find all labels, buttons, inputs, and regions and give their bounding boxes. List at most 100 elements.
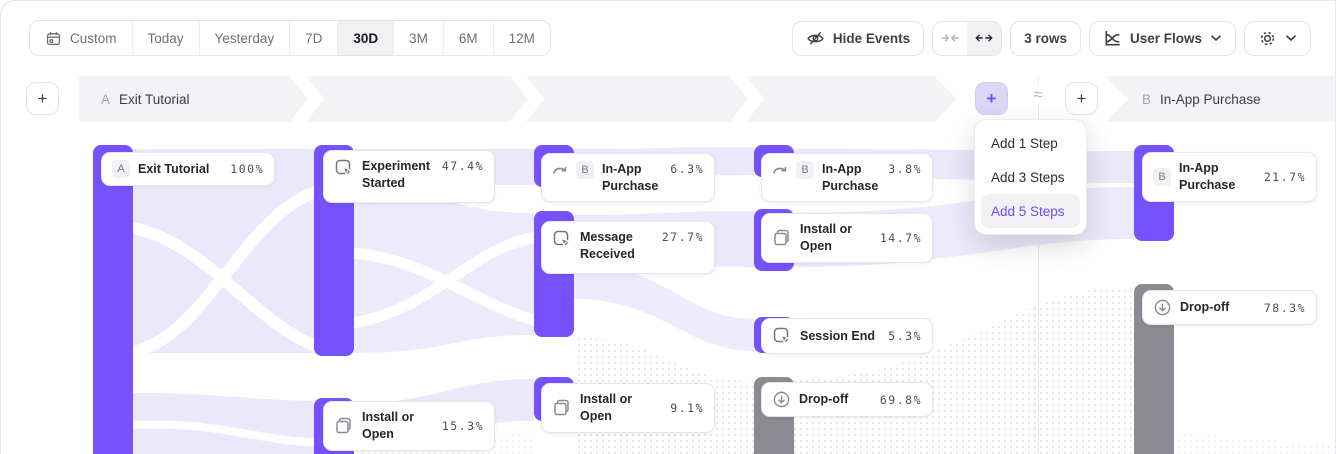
section-b-letter: B (1142, 91, 1152, 107)
gear-icon (1258, 29, 1277, 48)
date-range-custom[interactable]: Custom (30, 21, 132, 55)
section-b-header[interactable]: B In-App Purchase (1142, 76, 1261, 122)
node-label: Install or Open (800, 222, 853, 253)
node-label: Drop-off (1180, 300, 1230, 315)
date-range-7d[interactable]: 7D (289, 21, 337, 55)
node-percent: 69.8% (879, 392, 922, 407)
view-type-label: User Flows (1129, 30, 1202, 46)
node-card-exit-tutorial[interactable]: A Exit Tutorial 100% (101, 152, 275, 186)
node-label: In-App Purchase (1179, 161, 1236, 192)
tap-event-icon (334, 158, 354, 178)
step-letter-badge: A (112, 160, 130, 178)
windows-event-icon (334, 416, 354, 436)
section-a-header[interactable]: A Exit Tutorial (101, 76, 190, 122)
settings-dropdown[interactable] (1244, 20, 1311, 56)
add-step-between-button[interactable]: + (975, 82, 1008, 115)
node-label: Install or Open (580, 392, 633, 423)
arrows-expand-icon (975, 31, 993, 45)
node-percent: 78.3% (1263, 300, 1306, 315)
node-card-install-or-open-15[interactable]: Install or Open 15.3% (323, 401, 495, 451)
node-percent: 9.1% (670, 400, 704, 415)
section-b-title: In-App Purchase (1160, 91, 1261, 107)
drop-off-icon (772, 390, 791, 409)
user-flows-chart-icon (1103, 29, 1122, 48)
node-percent: 6.3% (670, 162, 704, 176)
step-letter-badge: B (1153, 167, 1171, 186)
node-label: In-App Purchase (602, 162, 659, 193)
node-label: In-App Purchase (822, 162, 879, 193)
node-percent: 15.3% (441, 418, 484, 433)
date-range-picker: Custom Today Yesterday 7D 30D 3M 6M 12M (29, 20, 551, 56)
windows-event-icon (552, 398, 572, 418)
node-card-drop-off-78[interactable]: Drop-off 78.3% (1142, 290, 1317, 325)
tap-event-icon (552, 229, 572, 249)
node-card-drop-off-69[interactable]: Drop-off 69.8% (761, 382, 933, 417)
node-percent: 100% (230, 162, 264, 176)
node-percent: 27.7% (661, 230, 704, 244)
node-percent: 47.4% (441, 159, 484, 173)
step-header-band (79, 76, 1335, 122)
section-a-title: Exit Tutorial (119, 91, 190, 107)
toolbar: Custom Today Yesterday 7D 30D 3M 6M 12M … (29, 20, 1311, 56)
windows-event-icon (772, 228, 792, 248)
date-range-6m[interactable]: 6M (442, 21, 493, 55)
chevron-down-icon (1210, 34, 1222, 42)
plus-icon: + (1076, 89, 1087, 108)
step-letter-badge: B (796, 161, 814, 179)
node-percent: 5.3% (888, 329, 922, 343)
node-percent: 3.8% (888, 162, 922, 176)
node-label: Install or Open (362, 410, 415, 441)
calendar-icon (45, 30, 62, 47)
date-range-30d[interactable]: 30D (337, 21, 394, 55)
node-percent: 14.7% (879, 230, 922, 245)
node-card-install-or-open-14[interactable]: Install or Open 14.7% (761, 213, 933, 263)
add-step-right-button[interactable]: + (1065, 82, 1098, 115)
date-range-label: Custom (70, 30, 117, 46)
date-range-12m[interactable]: 12M (492, 21, 550, 55)
node-card-in-app-purchase-6[interactable]: B In-App Purchase 6.3% (541, 153, 715, 202)
date-range-yesterday[interactable]: Yesterday (198, 21, 290, 55)
node-card-install-or-open-9[interactable]: Install or Open 9.1% (541, 383, 715, 433)
jump-arrow-icon (552, 164, 568, 176)
arrows-collapse-icon (941, 31, 960, 45)
section-a-letter: A (101, 91, 111, 107)
jump-arrow-icon (772, 164, 788, 176)
plus-icon: + (37, 89, 48, 108)
node-card-session-end[interactable]: Session End 5.3% (761, 318, 933, 354)
node-card-message-received[interactable]: Message Received 27.7% (541, 221, 715, 274)
hide-events-button[interactable]: Hide Events (791, 20, 925, 56)
drop-off-icon (1153, 298, 1172, 317)
add-step-left-button[interactable]: + (26, 82, 59, 115)
view-type-dropdown[interactable]: User Flows (1088, 20, 1236, 56)
date-range-3m[interactable]: 3M (393, 21, 443, 55)
node-card-in-app-purchase-3[interactable]: B In-App Purchase 3.8% (761, 153, 933, 202)
collapse-columns-button[interactable] (933, 22, 967, 55)
eye-off-icon (806, 29, 825, 48)
node-percent: 21.7% (1263, 169, 1306, 184)
toolbar-right: Hide Events (791, 20, 1311, 56)
rows-label: 3 rows (1024, 30, 1067, 46)
node-label: Drop-off (799, 392, 849, 407)
node-bar-exit-tutorial[interactable] (93, 145, 133, 454)
node-card-experiment-started[interactable]: Experiment Started 47.4% (323, 150, 495, 203)
node-label: Message Received (580, 230, 635, 261)
node-label: Session End (800, 328, 876, 343)
approx-symbol: ≈ (1027, 85, 1049, 105)
node-label: Experiment Started (362, 159, 431, 190)
expand-columns-button[interactable] (967, 21, 1002, 55)
spacing-toggle (932, 20, 1003, 56)
chevron-down-icon (1285, 34, 1297, 42)
menu-item-add-1-step[interactable]: Add 1 Step (991, 135, 1058, 151)
date-range-today[interactable]: Today (131, 21, 199, 55)
step-letter-badge: B (576, 161, 594, 179)
node-label: Exit Tutorial (138, 161, 210, 176)
node-card-in-app-purchase-21[interactable]: B In-App Purchase 21.7% (1142, 152, 1317, 202)
tap-event-icon (772, 326, 792, 346)
hide-events-label: Hide Events (832, 30, 911, 46)
menu-item-add-5-steps[interactable]: Add 5 Steps (981, 194, 1080, 228)
menu-item-add-3-steps[interactable]: Add 3 Steps (991, 169, 1065, 185)
plus-icon: + (986, 89, 997, 108)
rows-button[interactable]: 3 rows (1010, 20, 1081, 56)
add-step-menu: Add 1 Step Add 3 Steps Add 5 Steps (974, 119, 1087, 235)
